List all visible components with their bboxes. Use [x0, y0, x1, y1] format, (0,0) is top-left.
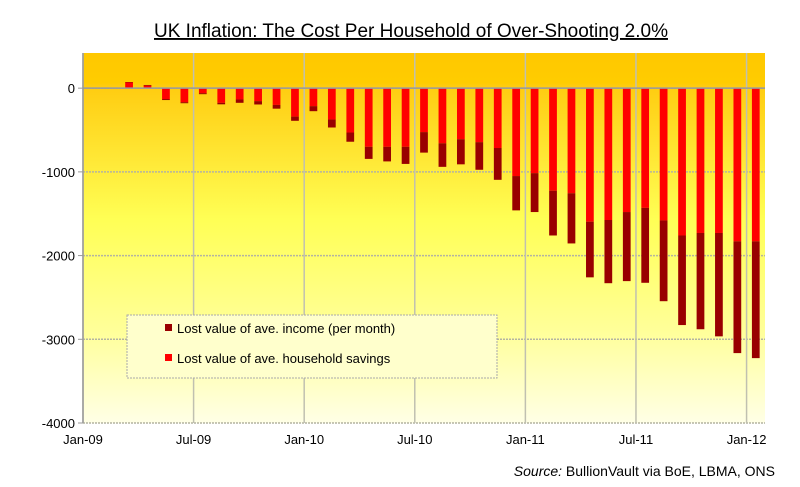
bar-income	[143, 84, 152, 86]
bar-income	[493, 148, 502, 180]
bar-income	[383, 146, 392, 162]
bar-income	[180, 102, 189, 104]
bar-income	[696, 232, 705, 330]
source-text: BullionVault via BoE, LBMA, ONS	[562, 463, 775, 479]
bar-savings	[475, 88, 484, 143]
bar-income	[217, 102, 226, 105]
bar-savings	[125, 82, 133, 89]
bar-income	[254, 101, 262, 105]
bar-savings	[346, 88, 355, 133]
bar-income	[327, 119, 336, 128]
bar-income	[364, 146, 373, 159]
bar-income	[291, 116, 299, 121]
bar-income	[125, 82, 133, 83]
bar-savings	[383, 88, 392, 147]
bar-income	[659, 220, 668, 302]
bar-savings	[456, 88, 465, 140]
bar-savings	[530, 88, 539, 174]
source-note: Source: BullionVault via BoE, LBMA, ONS	[514, 463, 775, 479]
bar-savings	[678, 88, 686, 236]
bar-income	[272, 104, 281, 109]
bar-savings	[751, 88, 760, 242]
bar-savings	[198, 88, 207, 94]
bar-savings	[401, 88, 410, 147]
bar-savings	[512, 88, 521, 177]
bar-income	[622, 212, 631, 282]
bar-income	[604, 220, 613, 284]
bar-savings	[420, 88, 428, 133]
bar-savings	[217, 88, 226, 103]
bar-savings	[162, 88, 170, 100]
legend-box	[126, 314, 498, 379]
y-tick-label: -1000	[42, 165, 75, 180]
bar-income	[678, 235, 686, 326]
bar-savings	[254, 88, 262, 102]
bar-savings	[493, 88, 502, 149]
bar-income	[309, 106, 318, 112]
bar-savings	[143, 85, 152, 89]
x-tick-label: Jan-11	[506, 432, 545, 447]
x-tick-label: Jul-11	[619, 432, 653, 447]
y-tick-label: -3000	[42, 332, 75, 347]
bar-savings	[604, 88, 613, 221]
x-axis-ticks: Jan-09 Jul-09 Jan-10 Jul-10 Jan-11 Jul-11 Jan-…	[63, 432, 766, 447]
bar-savings	[327, 88, 336, 120]
bar-income	[733, 241, 742, 354]
bar-savings	[180, 88, 189, 103]
legend-swatch-savings	[165, 354, 172, 361]
bar-income	[235, 99, 244, 103]
x-tick-label: Jan-12	[727, 432, 767, 447]
x-tick-label: Jul-10	[397, 432, 432, 447]
legend: Lost value of ave. income (per month) Lo…	[126, 314, 498, 379]
legend-label-income: Lost value of ave. income (per month)	[177, 321, 395, 336]
bar-income	[751, 241, 760, 359]
y-axis-ticks: 0 -1000 -2000 -3000 -4000	[42, 81, 83, 431]
bar-income	[567, 193, 576, 244]
x-tick-label: Jan-10	[284, 432, 324, 447]
bar-income	[549, 190, 557, 236]
bar-income	[512, 176, 521, 211]
bar-savings	[364, 88, 373, 147]
bar-income	[475, 142, 484, 170]
bar-income	[586, 221, 594, 278]
bar-income	[456, 139, 465, 165]
bar-income	[530, 173, 539, 213]
bar-savings	[291, 88, 299, 117]
y-tick-label: -4000	[42, 416, 75, 431]
y-tick-label: -2000	[42, 249, 75, 264]
legend-label-savings: Lost value of ave. household savings	[177, 351, 391, 366]
bar-income	[715, 232, 723, 337]
bar-income	[420, 132, 428, 153]
bar-savings	[696, 88, 705, 233]
axes	[82, 53, 765, 423]
bar-savings	[586, 88, 594, 222]
bar-savings	[659, 88, 668, 221]
bar-savings	[272, 88, 281, 105]
bar-savings	[567, 88, 576, 194]
chart-title: UK Inflation: The Cost Per Household of …	[154, 21, 668, 42]
bar-savings	[549, 88, 557, 191]
bar-income	[162, 99, 170, 101]
x-tick-label: Jul-09	[176, 432, 211, 447]
bar-income	[346, 132, 355, 142]
bar-income	[438, 143, 447, 167]
bar-savings	[641, 88, 650, 208]
bar-savings	[309, 88, 318, 107]
bar-income	[198, 93, 207, 95]
bars	[125, 82, 760, 359]
bar-savings	[733, 88, 742, 242]
bar-income	[401, 146, 410, 164]
source-prefix: Source:	[514, 463, 562, 479]
bar-savings	[438, 88, 447, 144]
legend-swatch-income	[165, 324, 172, 331]
bar-income	[641, 207, 650, 283]
bar-savings	[715, 88, 723, 233]
bar-savings	[622, 88, 631, 213]
x-tick-label: Jan-09	[63, 432, 103, 447]
bar-savings	[235, 88, 244, 100]
y-tick-label: 0	[68, 81, 75, 96]
